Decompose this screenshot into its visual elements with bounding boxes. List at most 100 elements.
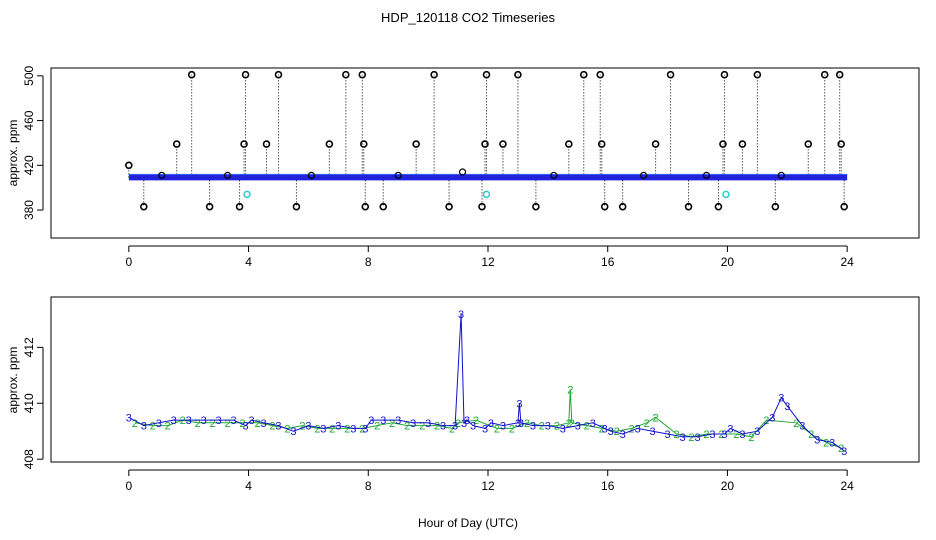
series-3-point: 3 [458,309,464,321]
series-3-point: 3 [602,423,608,435]
bottom-y-tick-label: 410 [22,393,36,413]
spike-point [837,140,845,148]
spike-point [753,70,762,79]
series-3-point: 3 [201,415,207,427]
bump-point [702,171,711,179]
figure-xlabel: Hour of Day (UTC) [418,516,518,530]
spike-point [235,202,244,211]
series-3-point: 3 [126,412,132,424]
series-3-point: 3 [727,423,733,435]
series-3-point: 3 [516,398,522,410]
series-3-point: 3 [488,418,494,430]
series-2-point: 2 [329,423,335,435]
spike-point [358,70,367,79]
spike-point [600,202,609,211]
series-3-point: 3 [290,426,296,438]
series-2-point: 2 [225,418,231,430]
series-3-point: 3 [216,415,222,427]
series-3-point: 3 [694,432,700,444]
series-2-point: 2 [359,423,365,435]
bottom-x-tick-label: 8 [365,479,372,493]
spike-point [651,140,660,148]
spike-point [379,202,388,211]
spike-point [596,70,605,79]
spike-point [187,70,196,79]
series-2-point: 2 [718,429,724,441]
series-3-line [128,313,845,452]
series-3-point: 3 [171,415,177,427]
series-2-point: 2 [269,421,275,433]
series-3-point: 3 [778,393,784,405]
series-2-point: 2 [688,432,694,444]
bump-point [777,171,785,179]
spike-point [840,202,848,211]
series-3-point: 3 [841,446,847,458]
series-2-point: 2 [389,418,395,430]
series-3-point: 3 [650,426,656,438]
series-2-point: 2 [599,423,605,435]
spike-point [499,140,507,148]
bump-point [458,168,467,176]
series-3-point: 3 [679,432,685,444]
bottom-y-tick-label: 412 [22,337,36,357]
series-3-point: 3 [518,418,524,430]
spike-point [771,202,780,211]
spike-point [804,140,813,148]
series-3-point: 3 [461,418,467,430]
series-2-point: 2 [509,423,515,435]
series-2-point: 2 [629,423,635,435]
series-2-point: 2 [566,418,572,430]
series-3-point: 3 [425,418,431,430]
series-2-point: 2 [473,415,479,427]
series-3-point: 3 [560,423,566,435]
top-x-tick-label: 24 [840,255,854,269]
top-x-tick-label: 12 [481,255,495,269]
bottom-ylabel: approx. ppm [6,347,20,414]
series-3-point: 3 [335,421,341,433]
top-x-tick-label: 20 [721,255,735,269]
series-2-point: 2 [419,421,425,433]
top-y-tick-label: 500 [22,65,36,85]
spike-point [262,140,271,148]
series-3-point: 3 [590,418,596,430]
series-2-point: 2 [132,418,138,430]
series-3-point: 3 [608,426,614,438]
series-3-point: 3 [500,421,506,433]
spike-point [579,70,588,79]
bottom-plot-frame [50,296,920,463]
top-y-tick-label: 420 [22,155,36,175]
series-2-point: 2 [455,418,461,430]
series-3-point: 3 [575,421,581,433]
bottom-x-tick-label: 12 [481,479,495,493]
series-2-point: 2 [567,384,573,396]
spike-point [714,202,723,211]
spike-point [738,140,747,148]
series-3-point: 3 [482,423,488,435]
series-2-point: 2 [374,421,380,433]
top-marks [125,70,848,211]
spike-point [478,202,486,211]
bottom-x-tick-label: 20 [721,479,735,493]
series-2-point: 2 [823,437,829,449]
series-3-point: 3 [620,429,626,441]
spike-point [274,70,283,79]
spike-point [565,140,573,148]
series-3-point: 3 [799,421,805,433]
series-2-point: 2 [344,423,350,435]
series-2-point: 2 [584,421,590,433]
spike-point [342,70,350,79]
top-x-tick-label: 16 [601,255,615,269]
series-2-point: 2 [299,421,305,433]
top-plot-frame [50,67,920,239]
top-x-tick-label: 0 [125,255,132,269]
series-3-point: 3 [739,429,745,441]
series-3-point: 3 [368,415,374,427]
series-3-point: 3 [452,421,458,433]
spike-point [430,70,438,79]
spike-point [241,70,250,79]
bump-point [223,171,232,179]
series-2-point: 2 [254,418,260,430]
spike-point [666,70,675,79]
series-3-point: 3 [635,423,641,435]
series-3-point: 3 [231,415,237,427]
